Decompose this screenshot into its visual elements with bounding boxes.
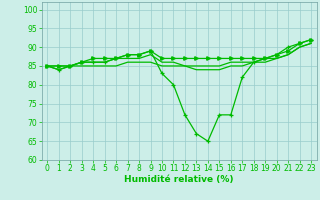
X-axis label: Humidité relative (%): Humidité relative (%) (124, 175, 234, 184)
